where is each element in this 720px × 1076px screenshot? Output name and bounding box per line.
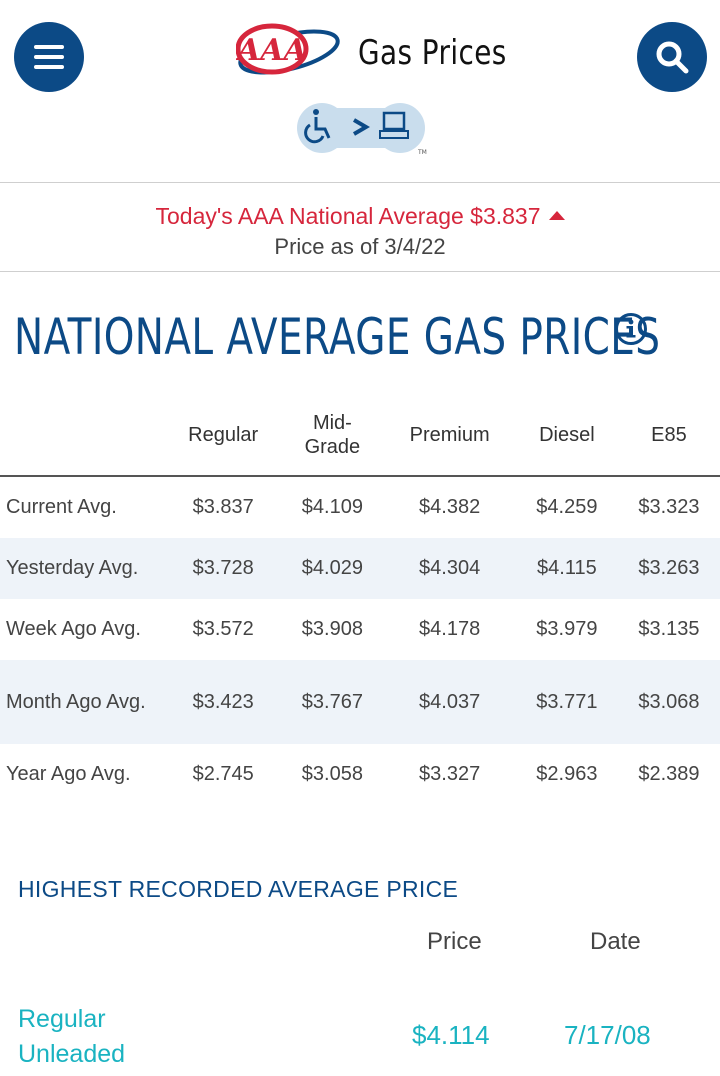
info-icon[interactable] xyxy=(614,312,648,346)
col-header-premium: Premium xyxy=(383,395,516,477)
col-header-e85: E85 xyxy=(617,395,720,477)
highest-date-value: 7/17/08 xyxy=(564,1020,651,1050)
price-cell: $3.068 xyxy=(617,660,720,744)
table-row: Current Avg. $3.837 $4.109 $4.382 $4.259… xyxy=(0,476,720,538)
price-cell: $3.058 xyxy=(301,763,363,785)
row-label: Yesterday Avg. xyxy=(0,538,165,599)
svg-text:AAA: AAA xyxy=(236,33,307,68)
page-title: NATIONAL AVERAGE GAS PRICES xyxy=(14,308,661,366)
accessibility-toggle[interactable]: TM xyxy=(294,103,428,160)
price-date: Price as of 3/4/22 xyxy=(274,234,446,259)
table-row: Year Ago Avg. $2.745 $3.058 $3.327 $2.96… xyxy=(0,744,720,805)
national-average-value: Today's AAA National Average $3.837 xyxy=(155,203,541,229)
brand[interactable]: AAA Gas Prices xyxy=(236,22,539,84)
national-average-text: Today's AAA National Average $3.837 xyxy=(0,183,720,230)
price-cell: $3.728 xyxy=(165,538,282,599)
price-cell: $4.382 xyxy=(419,496,481,518)
hamburger-menu-icon xyxy=(34,45,64,69)
price-cell: $3.263 xyxy=(617,538,720,599)
row-label: Year Ago Avg. xyxy=(6,763,131,785)
header-blank xyxy=(0,395,165,477)
table-row: Month Ago Avg. $3.423 $3.767 $4.037 $3.7… xyxy=(0,660,720,744)
table-header-row: Regular Mid- Grade Premium Diesel E85 xyxy=(0,395,720,477)
section-heading: NATIONAL AVERAGE GAS PRICES xyxy=(14,308,661,366)
national-price-table: Regular Mid- Grade Premium Diesel E85 Cu… xyxy=(0,395,720,805)
price-cell: $3.979 xyxy=(536,618,598,640)
price-cell: $3.423 xyxy=(165,660,282,744)
price-cell: $4.304 xyxy=(383,538,516,599)
row-label: Current Avg. xyxy=(6,496,117,518)
col-header-regular: Regular xyxy=(165,395,282,477)
highest-grade-label: Regular Unleaded xyxy=(18,1005,126,1068)
price-cell: $3.327 xyxy=(419,763,481,785)
price-cell: $3.572 xyxy=(192,618,254,640)
price-cell: $4.259 xyxy=(536,496,598,518)
table-row: Week Ago Avg. $3.572 $3.908 $4.178 $3.97… xyxy=(0,599,720,660)
table-row: Yesterday Avg. $3.728 $4.029 $4.304 $4.1… xyxy=(0,538,720,599)
price-cell: $4.115 xyxy=(515,538,618,599)
highest-price-value: $4.114 xyxy=(412,1020,490,1050)
col-header-midgrade: Mid- Grade xyxy=(281,395,384,477)
price-cell: $4.109 xyxy=(301,496,363,518)
svg-text:TM: TM xyxy=(417,149,427,155)
highest-price-col-header: Price xyxy=(427,928,482,955)
page-header: AAA Gas Prices TM xyxy=(0,0,720,183)
price-cell: $2.389 xyxy=(638,763,700,785)
trend-up-icon xyxy=(548,211,565,220)
aaa-logo: AAA xyxy=(236,23,340,75)
row-label: Month Ago Avg. xyxy=(0,660,165,744)
search-icon xyxy=(656,41,689,74)
national-average-banner: Today's AAA National Average $3.837 Pric… xyxy=(0,183,720,272)
col-header-diesel: Diesel xyxy=(515,395,618,477)
price-cell: $4.037 xyxy=(383,660,516,744)
app-title: Gas Prices xyxy=(358,33,507,73)
price-cell: $3.767 xyxy=(281,660,384,744)
highest-price-heading: HIGHEST RECORDED AVERAGE PRICE xyxy=(18,876,459,902)
row-label: Week Ago Avg. xyxy=(6,618,141,640)
menu-button[interactable] xyxy=(14,22,84,92)
price-cell: $3.135 xyxy=(638,618,700,640)
price-cell: $3.908 xyxy=(301,618,363,640)
price-cell: $4.178 xyxy=(419,618,481,640)
price-cell: $3.323 xyxy=(638,496,700,518)
price-cell: $3.837 xyxy=(192,496,254,518)
price-cell: $3.771 xyxy=(515,660,618,744)
highest-date-col-header: Date xyxy=(590,928,641,955)
price-cell: $4.029 xyxy=(281,538,384,599)
accessibility-toggle-icon: TM xyxy=(297,103,427,156)
price-cell: $2.745 xyxy=(192,763,254,785)
price-cell: $2.963 xyxy=(536,763,598,785)
search-button[interactable] xyxy=(637,22,707,92)
